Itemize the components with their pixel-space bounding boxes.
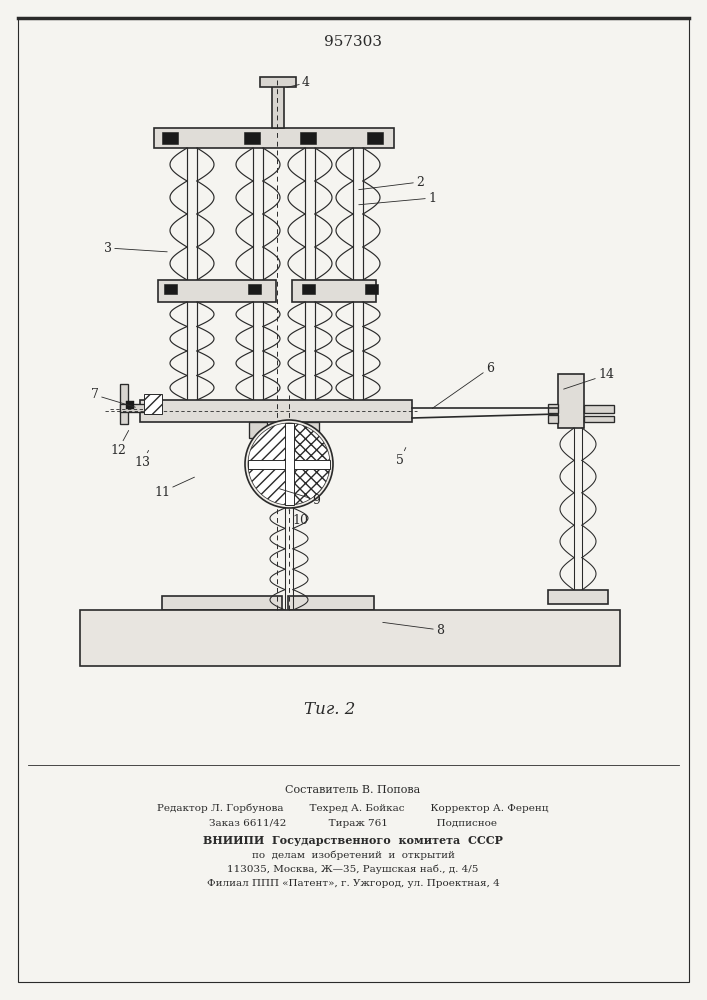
Text: 10: 10 (289, 510, 308, 526)
Bar (367, 132, 383, 144)
Bar (162, 132, 178, 144)
Bar (584, 405, 614, 413)
Text: Составитель В. Попова: Составитель В. Попова (286, 785, 421, 795)
Text: 14: 14 (563, 368, 614, 389)
Bar (288, 596, 374, 610)
Text: 113035, Москва, Ж—35, Раушская наб., д. 4/5: 113035, Москва, Ж—35, Раушская наб., д. … (228, 864, 479, 874)
Bar (162, 596, 282, 610)
Text: 11: 11 (154, 477, 194, 498)
Text: по  делам  изобретений  и  открытий: по делам изобретений и открытий (252, 850, 455, 860)
Bar (548, 404, 558, 413)
Bar (120, 384, 128, 424)
Bar (80, 610, 620, 666)
Bar (285, 423, 294, 505)
Bar (365, 284, 378, 294)
Text: 4: 4 (287, 77, 310, 90)
Bar (300, 132, 316, 144)
Bar (272, 85, 284, 128)
Bar (164, 284, 177, 294)
Bar (248, 460, 330, 469)
Bar (120, 404, 146, 412)
Wedge shape (289, 423, 330, 505)
Text: Филиал ППП «Патент», г. Ужгород, ул. Проектная, 4: Филиал ППП «Патент», г. Ужгород, ул. Про… (206, 879, 499, 888)
Text: Заказ 6611/42             Тираж 761               Подписное: Заказ 6611/42 Тираж 761 Подписное (209, 820, 497, 828)
Bar (260, 77, 296, 87)
Wedge shape (248, 423, 289, 505)
Bar (301, 422, 319, 438)
Bar (558, 374, 584, 428)
Text: 957303: 957303 (324, 35, 382, 49)
Bar (158, 280, 276, 302)
Bar (244, 132, 260, 144)
Text: 12: 12 (110, 430, 129, 456)
Bar (248, 284, 261, 294)
Bar (548, 415, 558, 423)
Text: 13: 13 (134, 450, 150, 468)
Circle shape (245, 420, 333, 508)
Text: 6: 6 (432, 361, 494, 408)
Text: Τиг. 2: Τиг. 2 (304, 702, 356, 718)
Bar (154, 128, 394, 148)
Text: 2: 2 (358, 176, 424, 190)
Text: 3: 3 (104, 241, 168, 254)
Text: 5: 5 (396, 448, 406, 466)
Bar (249, 422, 267, 438)
Text: 1: 1 (358, 192, 436, 205)
Text: 8: 8 (382, 622, 444, 637)
Bar (144, 394, 162, 414)
Bar (140, 400, 412, 422)
Bar (292, 280, 376, 302)
Text: ВНИИПИ  Государственного  комитета  СССР: ВНИИПИ Государственного комитета СССР (203, 834, 503, 846)
Text: Редактор Л. Горбунова        Техред А. Бойкас        Корректор А. Ференц: Редактор Л. Горбунова Техред А. Бойкас К… (157, 803, 549, 813)
Bar (548, 590, 608, 604)
Bar (126, 401, 134, 409)
Text: 9: 9 (280, 489, 320, 506)
Bar (584, 416, 614, 422)
Bar (302, 284, 315, 294)
Text: 7: 7 (91, 388, 135, 407)
